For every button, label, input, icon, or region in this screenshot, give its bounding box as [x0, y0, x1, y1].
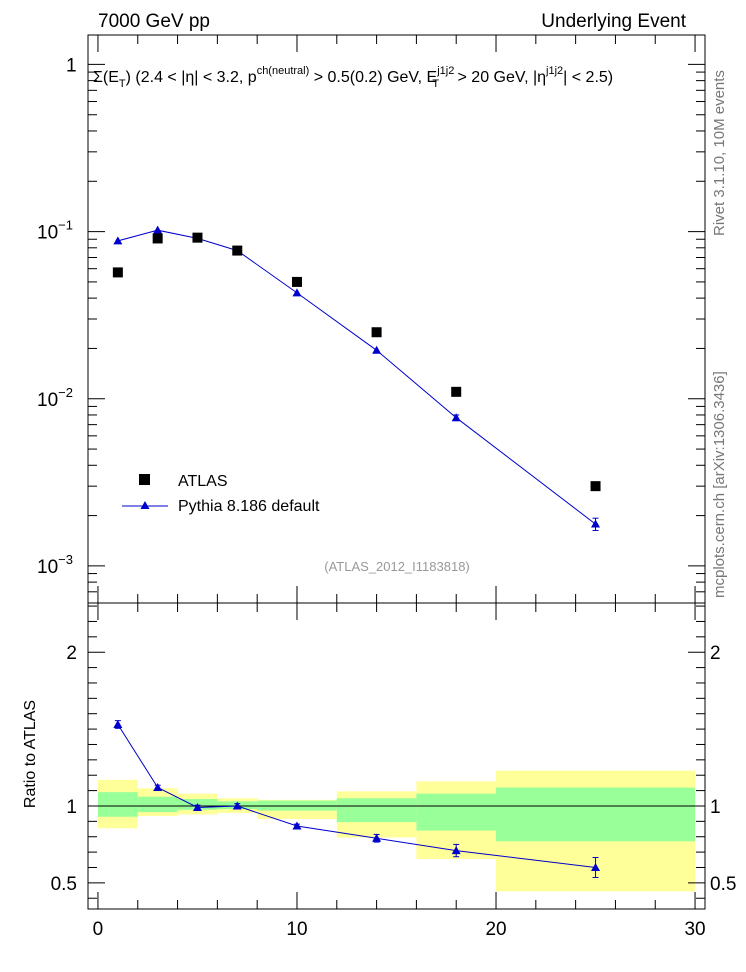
y-tick-label: 10−3 — [37, 552, 73, 578]
ratio-y-tick-label-right: 1 — [710, 797, 721, 818]
ratio-axes: 0.5 0.51 12 20 10 20 30 — [51, 603, 736, 940]
ratio-bands — [88, 770, 705, 892]
stat-uncertainty-band — [416, 793, 497, 831]
atlas-point — [112, 267, 123, 278]
atlas-point — [152, 233, 163, 244]
x-tick-label: 20 — [485, 919, 506, 940]
ratio-pythia-point — [232, 801, 242, 810]
observable-title: Σ(ET) (2.4 < |η| < 3.2, pch(neutral) > 0… — [93, 65, 613, 90]
ratio-series — [113, 719, 601, 878]
stat-uncertainty-band — [137, 796, 178, 813]
rivet-label: Rivet 3.1.10, 10M events — [711, 70, 728, 236]
ratio-y-tick-label: 1 — [66, 797, 77, 818]
ratio-y-tick-label-right: 0.5 — [710, 874, 736, 895]
x-tick-label: 0 — [93, 919, 104, 940]
legend-atlas-label: ATLAS — [178, 473, 228, 490]
ratio-pythia-point — [451, 846, 461, 855]
ratio-y-tick-label: 0.5 — [51, 874, 77, 895]
legend: ATLAS Pythia 8.186 default — [122, 473, 320, 515]
main-panel: 10−3 10−2 10−1 1 Σ(ET) (2.4 < |η| < 3.2, pc… — [37, 34, 706, 604]
ratio-pythia-point — [153, 783, 163, 792]
legend-pythia-label: Pythia 8.186 default — [178, 498, 320, 515]
atlas-point — [590, 481, 601, 492]
y-tick-label: 1 — [66, 55, 77, 76]
main-frame — [87, 34, 706, 604]
stat-uncertainty-band — [97, 792, 138, 817]
atlas-point — [192, 232, 203, 243]
ratio-pythia-point — [113, 719, 123, 728]
pythia-point — [113, 236, 123, 245]
pythia-point — [591, 519, 601, 528]
ratio-frame — [87, 602, 706, 910]
main-series — [112, 225, 601, 531]
mcplots-label: mcplots.cern.ch [arXiv:1306.3436] — [711, 371, 728, 598]
ratio-y-tick-label-right: 2 — [710, 643, 721, 664]
stat-uncertainty-band — [496, 787, 696, 842]
stat-uncertainty-band — [336, 798, 417, 823]
y-tick-label: 10−2 — [37, 385, 73, 411]
ratio-pythia-point — [292, 821, 302, 830]
ratio-pythia-line — [117, 724, 596, 868]
ratio-panel: 0.5 0.51 12 20 10 20 30 Ratio to ATLAS — [22, 602, 736, 940]
ratio-pythia-point — [591, 862, 601, 871]
header-left: 7000 GeV pp — [98, 11, 210, 32]
pythia-point — [153, 225, 163, 234]
pythia-point — [372, 345, 382, 354]
ratio-pythia-point — [192, 803, 202, 812]
atlas-point — [232, 245, 243, 256]
pythia-point — [451, 413, 461, 422]
legend-atlas-marker — [139, 474, 150, 485]
ratio-pythia-point — [372, 833, 382, 842]
analysis-annotation: (ATLAS_2012_I1183818) — [324, 559, 470, 574]
main-axes: 10−3 10−2 10−1 1 — [37, 35, 705, 604]
ratio-y-axis-label: Ratio to ATLAS — [22, 700, 39, 808]
x-tick-label: 10 — [286, 919, 307, 940]
header-right: Underlying Event — [541, 11, 686, 32]
atlas-point — [291, 276, 302, 287]
pythia-point — [292, 288, 302, 297]
pythia-line — [117, 229, 596, 525]
x-tick-label: 30 — [684, 919, 705, 940]
legend-pythia-marker — [140, 501, 150, 509]
atlas-point — [451, 386, 462, 397]
ratio-y-tick-label: 2 — [66, 643, 77, 664]
y-tick-label: 10−1 — [37, 218, 73, 244]
atlas-point — [371, 327, 382, 338]
